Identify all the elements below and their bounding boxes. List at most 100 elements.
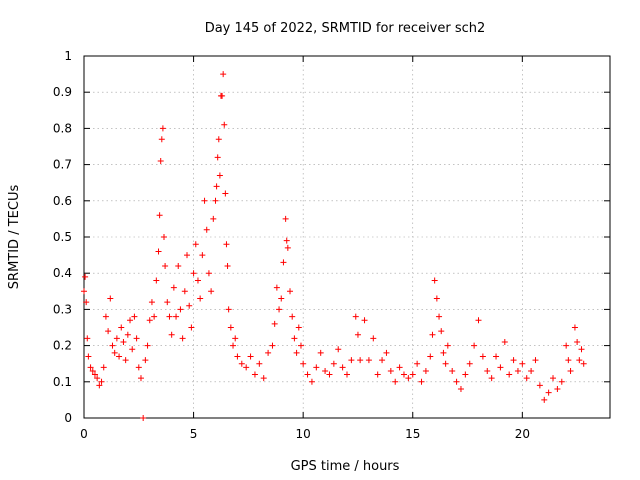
data-point [205, 270, 212, 277]
data-point [188, 324, 195, 331]
data-point [158, 136, 165, 143]
x-tick-label: 20 [515, 427, 530, 441]
data-point [488, 375, 495, 382]
data-point [164, 299, 171, 306]
data-point [422, 367, 429, 374]
data-point [105, 328, 112, 335]
grid-lines [84, 56, 610, 418]
data-point [220, 71, 227, 78]
data-point [271, 320, 278, 327]
data-point [109, 342, 116, 349]
data-point [532, 357, 539, 364]
data-point [308, 378, 315, 385]
data-point [113, 335, 120, 342]
y-tick-label: 0.8 [53, 121, 72, 135]
x-tick-label: 15 [405, 427, 420, 441]
data-point [120, 338, 127, 345]
data-point [148, 299, 155, 306]
data-point [144, 342, 151, 349]
data-point [344, 371, 350, 378]
y-axis-title: SRMTID / TECUs [7, 185, 22, 290]
data-point [194, 277, 201, 284]
data-point [122, 357, 129, 364]
data-point [284, 244, 291, 251]
data-point [563, 342, 570, 349]
data-point [392, 378, 399, 385]
data-point [541, 396, 548, 403]
y-tick-label: 0.5 [53, 230, 72, 244]
data-point [146, 317, 153, 324]
data-point [177, 306, 184, 313]
data-point [484, 367, 491, 374]
data-point [317, 349, 324, 356]
data-point [379, 357, 386, 364]
x-tick-label: 10 [296, 427, 311, 441]
data-point [162, 262, 169, 269]
data-point [85, 353, 92, 360]
data-point [405, 375, 412, 382]
data-point [565, 357, 572, 364]
data-point [457, 386, 464, 393]
data-point [243, 364, 250, 371]
data-point [232, 335, 239, 342]
y-tick-label: 0 [64, 411, 72, 425]
data-point [107, 295, 114, 302]
data-point [497, 364, 504, 371]
data-point [215, 136, 222, 143]
data-point [282, 215, 289, 222]
data-point [203, 226, 210, 233]
data-point [293, 349, 300, 356]
data-point [322, 367, 329, 374]
data-point [276, 306, 283, 313]
data-point [225, 306, 232, 313]
data-point [304, 371, 311, 378]
data-point [199, 252, 206, 259]
data-point [300, 360, 307, 367]
data-point [438, 328, 445, 335]
data-point [330, 360, 337, 367]
data-point [175, 262, 182, 269]
axis-ticks: 00.10.20.30.40.50.60.70.80.910 5 10 15 20 [53, 49, 610, 441]
data-point [475, 317, 482, 324]
data-point [102, 313, 109, 320]
data-point [431, 277, 438, 284]
data-point [574, 338, 581, 345]
data-point [140, 415, 147, 421]
y-tick-label: 0.7 [53, 158, 72, 172]
data-point [208, 288, 215, 295]
data-point [554, 386, 561, 393]
data-point [124, 331, 131, 338]
data-point [179, 335, 186, 342]
data-point [118, 324, 125, 331]
data-point [409, 371, 416, 378]
data-point [159, 125, 166, 132]
data-point [466, 360, 473, 367]
data-point [297, 342, 304, 349]
data-point [247, 353, 254, 360]
data-point [210, 215, 217, 222]
data-point [335, 346, 342, 353]
data-point [479, 353, 486, 360]
data-point [223, 241, 230, 248]
x-axis-title: GPS time / hours [291, 459, 400, 474]
data-point [184, 252, 191, 259]
data-point [462, 371, 469, 378]
data-point [87, 364, 94, 371]
data-point [550, 375, 557, 382]
data-point [214, 154, 221, 161]
data-point [127, 317, 134, 324]
data-point [256, 360, 263, 367]
data-point [429, 331, 436, 338]
data-point [278, 295, 285, 302]
data-point [436, 313, 443, 320]
data-point [528, 367, 535, 374]
data-point [197, 295, 204, 302]
data-point [501, 338, 508, 345]
data-point [295, 324, 302, 331]
data-point [230, 342, 237, 349]
data-point [224, 262, 231, 269]
data-point [260, 375, 267, 382]
data-point [234, 353, 241, 360]
data-point [213, 183, 220, 190]
data-point [186, 302, 193, 309]
